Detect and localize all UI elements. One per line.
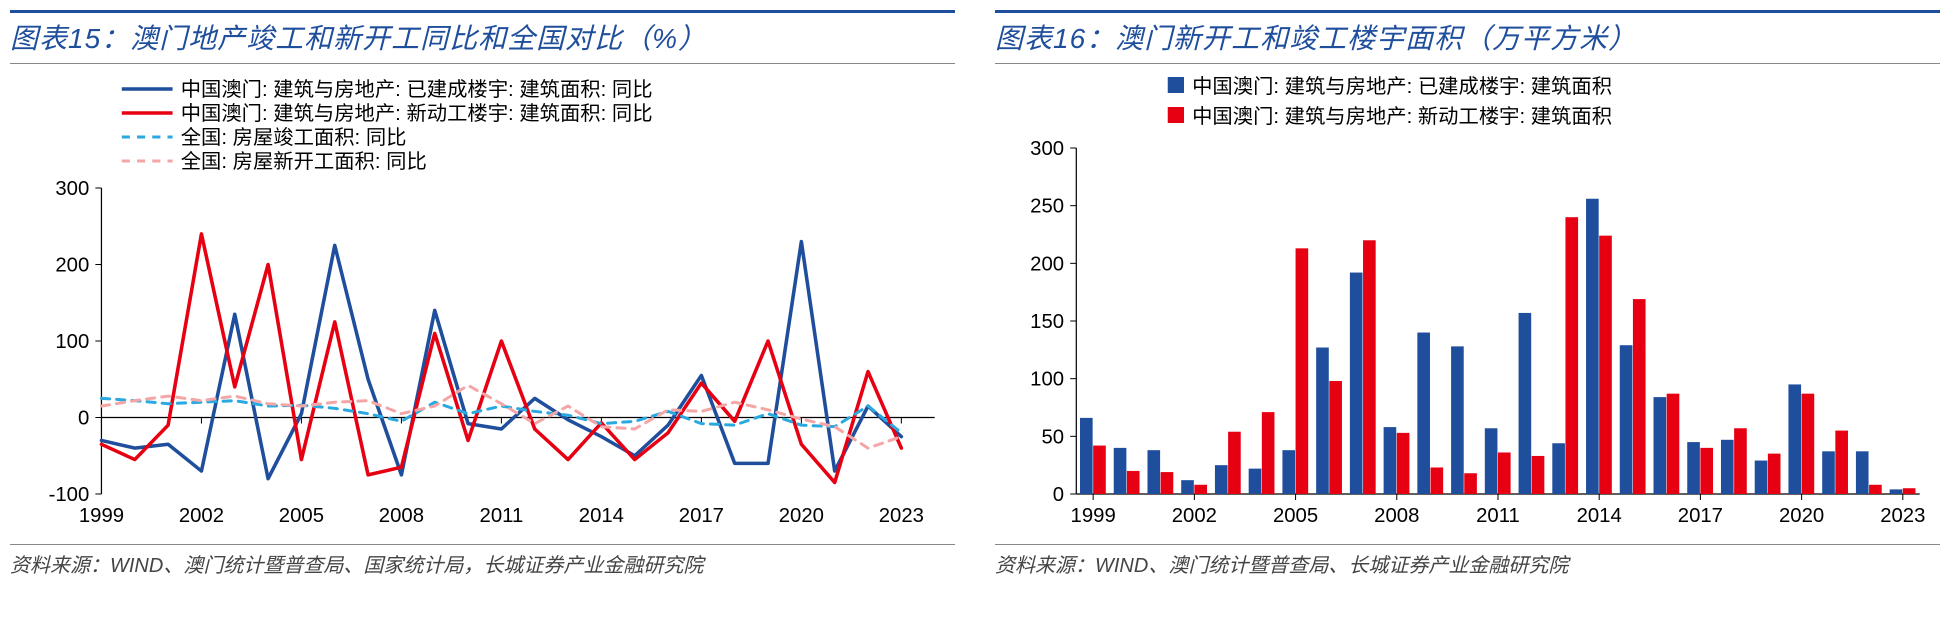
svg-text:1999: 1999: [79, 505, 124, 527]
svg-text:2002: 2002: [1172, 505, 1217, 527]
chart-title-left: 图表15：澳门地产竣工和新开工同比和全国对比（%）: [10, 10, 955, 64]
panel-left: 图表15：澳门地产竣工和新开工同比和全国对比（%） -100 0 100 200 300…: [10, 10, 955, 578]
source-right: 资料来源：WIND、澳门统计暨普查局、长城证券产业金融研究院: [995, 545, 1940, 578]
chart-left: -100 0 100 200 300 1999 2002 2005 2008 2011 2014 20…: [10, 64, 955, 545]
panel-right: 图表16：澳门新开工和竣工楼宇面积（万平方米） 0 50 100 150 200 250 3…: [995, 10, 1940, 578]
svg-text:全国: 房屋竣工面积: 同比: 全国: 房屋竣工面积: 同比: [181, 126, 407, 149]
svg-text:200: 200: [55, 255, 89, 277]
svg-text:中国澳门: 建筑与房地产: 新动工楼宇: 建筑面积: 同比: 中国澳门: 建筑与房地产: 新动工楼宇: 建筑面积: 同比: [181, 102, 653, 125]
svg-text:2002: 2002: [179, 505, 224, 527]
svg-text:2017: 2017: [679, 505, 724, 527]
svg-text:2020: 2020: [779, 505, 824, 527]
chart-title-right: 图表16：澳门新开工和竣工楼宇面积（万平方米）: [995, 10, 1940, 64]
svg-text:2014: 2014: [1577, 505, 1622, 527]
svg-text:2005: 2005: [1273, 505, 1318, 527]
svg-text:2014: 2014: [579, 505, 624, 527]
svg-text:1999: 1999: [1071, 505, 1116, 527]
svg-text:2017: 2017: [1678, 505, 1723, 527]
svg-text:2023: 2023: [1880, 505, 1925, 527]
svg-text:100: 100: [1030, 369, 1064, 391]
svg-text:-100: -100: [49, 484, 90, 506]
svg-text:2011: 2011: [480, 505, 524, 527]
svg-text:全国: 房屋新开工面积: 同比: 全国: 房屋新开工面积: 同比: [181, 150, 427, 173]
svg-text:200: 200: [1030, 253, 1064, 275]
svg-text:0: 0: [1053, 484, 1064, 506]
chart-right: 0 50 100 150 200 250 300 1999 2002 2005 2008 2011 20…: [995, 64, 1940, 545]
svg-text:2008: 2008: [379, 505, 424, 527]
svg-text:2008: 2008: [1374, 505, 1419, 527]
svg-text:2011: 2011: [1476, 505, 1520, 527]
svg-text:300: 300: [1030, 138, 1064, 160]
svg-text:中国澳门: 建筑与房地产: 已建成楼宇: 建筑面积: 中国澳门: 建筑与房地产: 已建成楼宇: 建筑面积: [1192, 75, 1612, 98]
svg-text:2023: 2023: [879, 505, 924, 527]
svg-text:2005: 2005: [279, 505, 324, 527]
svg-text:250: 250: [1030, 196, 1064, 218]
svg-text:中国澳门: 建筑与房地产: 新动工楼宇: 建筑面积: 中国澳门: 建筑与房地产: 新动工楼宇: 建筑面积: [1192, 105, 1612, 128]
svg-text:150: 150: [1030, 311, 1064, 333]
svg-text:中国澳门: 建筑与房地产: 已建成楼宇: 建筑面积: 同比: 中国澳门: 建筑与房地产: 已建成楼宇: 建筑面积: 同比: [181, 78, 653, 101]
svg-text:100: 100: [55, 331, 89, 353]
source-left: 资料来源：WIND、澳门统计暨普查局、国家统计局，长城证券产业金融研究院: [10, 545, 955, 578]
svg-text:0: 0: [78, 408, 89, 430]
svg-text:2020: 2020: [1779, 505, 1824, 527]
svg-text:50: 50: [1041, 426, 1064, 448]
svg-text:300: 300: [55, 178, 89, 200]
